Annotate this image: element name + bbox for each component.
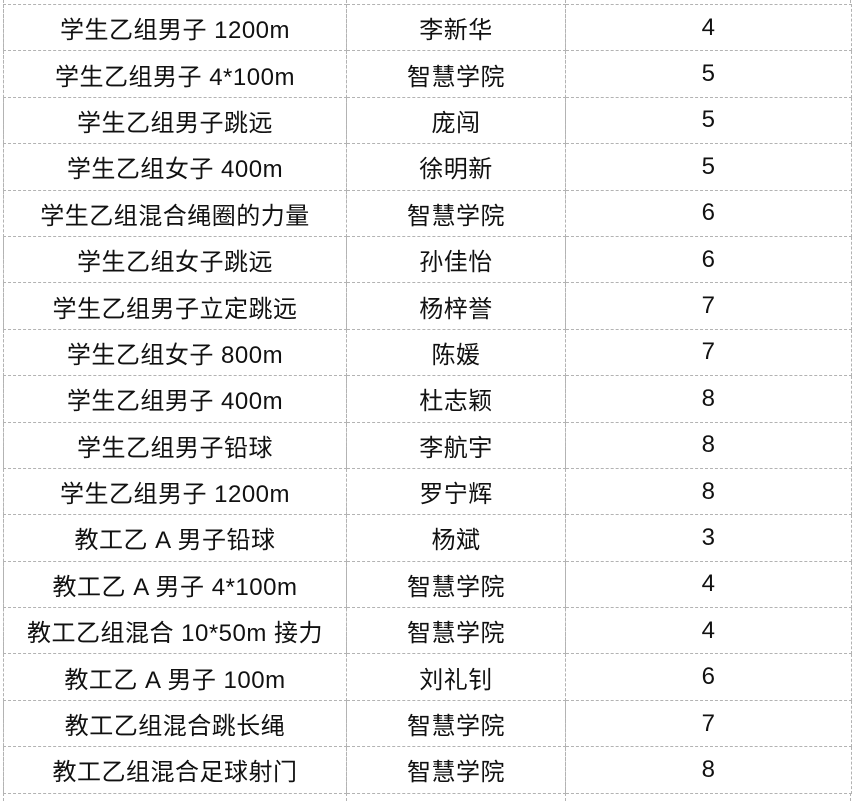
results-table: 学生乙组男子 1200m 李新华 4 学生乙组男子 4*100m 智慧学院 5 … [3,3,852,794]
name-cell: 罗宁辉 [346,467,566,516]
rank-cell: 4 [565,560,852,609]
name-cell: 智慧学院 [346,746,566,794]
table-row: 学生乙组男子铅球 李航宇 8 [3,421,852,469]
table-row: 学生乙组男子 1200m 李新华 4 [3,3,852,52]
rank-cell: 7 [565,699,852,748]
event-cell: 学生乙组男子 1200m [3,3,347,52]
rank-cell: 7 [565,328,852,377]
event-cell: 学生乙组男子 1200m [3,467,347,516]
table-row: 学生乙组女子 800m 陈媛 7 [3,328,852,377]
name-cell: 智慧学院 [346,607,566,655]
table-row: 学生乙组女子跳远 孙佳怡 6 [3,235,852,284]
event-cell: 教工乙组混合足球射门 [3,746,347,794]
name-cell: 杨梓誉 [346,282,566,330]
rank-cell: 8 [565,746,852,794]
name-cell: 智慧学院 [346,50,566,98]
event-cell: 学生乙组男子 4*100m [3,50,347,98]
rank-cell: 5 [565,96,852,145]
name-cell: 杜志颖 [346,375,566,423]
rank-cell: 8 [565,421,852,469]
name-cell: 杨斌 [346,514,566,562]
event-cell: 学生乙组混合绳圈的力量 [3,189,347,237]
table-row: 教工乙 A 男子铅球 杨斌 3 [3,514,852,562]
table-row: 学生乙组男子跳远 庞闯 5 [3,96,852,145]
event-cell: 教工乙组混合跳长绳 [3,699,347,748]
event-cell: 教工乙 A 男子铅球 [3,514,347,562]
name-cell: 刘礼钊 [346,653,566,701]
table-row: 教工乙组混合跳长绳 智慧学院 7 [3,699,852,748]
name-cell: 徐明新 [346,143,566,191]
table-row: 学生乙组男子 1200m 罗宁辉 8 [3,467,852,516]
table-row: 教工乙组混合足球射门 智慧学院 8 [3,746,852,794]
event-cell: 教工乙组混合 10*50m 接力 [3,607,347,655]
rank-cell: 8 [565,375,852,423]
event-cell: 学生乙组女子 400m [3,143,347,191]
name-cell: 智慧学院 [346,189,566,237]
rank-cell: 5 [565,143,852,191]
name-cell: 智慧学院 [346,560,566,609]
table-row: 学生乙组男子立定跳远 杨梓誉 7 [3,282,852,330]
name-cell: 李新华 [346,3,566,52]
rank-cell: 8 [565,467,852,516]
table-row: 学生乙组女子 400m 徐明新 5 [3,143,852,191]
table-row: 学生乙组男子 4*100m 智慧学院 5 [3,50,852,98]
name-cell: 智慧学院 [346,699,566,748]
rank-cell: 7 [565,282,852,330]
table-row: 学生乙组男子 400m 杜志颖 8 [3,375,852,423]
table-row: 学生乙组混合绳圈的力量 智慧学院 6 [3,189,852,237]
rank-cell: 4 [565,3,852,52]
rank-cell: 6 [565,653,852,701]
name-cell: 孙佳怡 [346,235,566,284]
event-cell: 学生乙组男子铅球 [3,421,347,469]
event-cell: 学生乙组男子立定跳远 [3,282,347,330]
table-row: 教工乙 A 男子 4*100m 智慧学院 4 [3,560,852,609]
rank-cell: 3 [565,514,852,562]
table-row: 教工乙组混合 10*50m 接力 智慧学院 4 [3,607,852,655]
rank-cell: 4 [565,607,852,655]
name-cell: 庞闯 [346,96,566,145]
event-cell: 学生乙组女子 800m [3,328,347,377]
event-cell: 学生乙组女子跳远 [3,235,347,284]
event-cell: 教工乙 A 男子 100m [3,653,347,701]
table-row: 教工乙 A 男子 100m 刘礼钊 6 [3,653,852,701]
event-cell: 学生乙组男子跳远 [3,96,347,145]
rank-cell: 6 [565,235,852,284]
event-cell: 教工乙 A 男子 4*100m [3,560,347,609]
rank-cell: 6 [565,189,852,237]
name-cell: 李航宇 [346,421,566,469]
event-cell: 学生乙组男子 400m [3,375,347,423]
rank-cell: 5 [565,50,852,98]
name-cell: 陈媛 [346,328,566,377]
